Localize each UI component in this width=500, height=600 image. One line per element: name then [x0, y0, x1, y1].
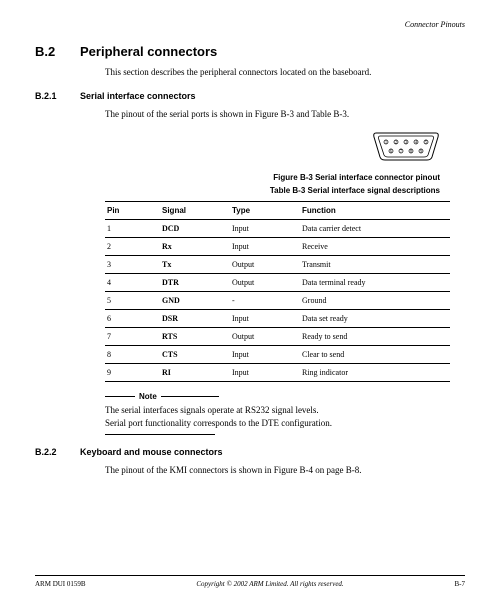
section-title: B.2Peripheral connectors	[35, 44, 465, 59]
subsection-1-intro: The pinout of the serial ports is shown …	[105, 109, 465, 119]
cell-signal: DCD	[160, 220, 230, 238]
cell-signal: GND	[160, 292, 230, 310]
svg-text:5: 5	[425, 140, 427, 145]
svg-text:4: 4	[415, 140, 417, 145]
subsection-1-number: B.2.1	[35, 91, 80, 101]
cell-function: Ground	[300, 292, 450, 310]
cell-signal: DSR	[160, 310, 230, 328]
footer-doc-id: ARM DUI 0159B	[35, 580, 86, 588]
note-rule-right	[161, 396, 219, 397]
footer-page-number: B-7	[454, 580, 465, 588]
section-number: B.2	[35, 44, 80, 59]
subsection-2-number: B.2.2	[35, 447, 80, 457]
svg-text:1: 1	[385, 140, 387, 145]
cell-pin: 4	[105, 274, 160, 292]
note-label: Note	[135, 392, 161, 401]
cell-pin: 3	[105, 256, 160, 274]
signal-table: Pin Signal Type Function 1DCDInputData c…	[105, 201, 450, 382]
db9-connector-icon: 1 2 3 4 5 6 7 8 9	[372, 129, 440, 163]
svg-text:6: 6	[390, 149, 392, 154]
cell-function: Ready to send	[300, 328, 450, 346]
cell-type: Input	[230, 310, 300, 328]
table-row: 3TxOutputTransmit	[105, 256, 450, 274]
note-block: Note The serial interfaces signals opera…	[105, 392, 465, 435]
cell-function: Data set ready	[300, 310, 450, 328]
cell-type: Output	[230, 328, 300, 346]
subsection-1-title: Serial interface connectors	[80, 91, 196, 101]
svg-text:9: 9	[420, 149, 422, 154]
cell-type: Input	[230, 238, 300, 256]
cell-pin: 8	[105, 346, 160, 364]
cell-type: Input	[230, 364, 300, 382]
cell-pin: 1	[105, 220, 160, 238]
cell-pin: 2	[105, 238, 160, 256]
cell-function: Data terminal ready	[300, 274, 450, 292]
col-header-pin: Pin	[105, 202, 160, 220]
table-row: 4DTROutputData terminal ready	[105, 274, 450, 292]
note-text-2: Serial port functionality corresponds to…	[105, 418, 465, 428]
cell-type: -	[230, 292, 300, 310]
section-title-text: Peripheral connectors	[80, 44, 217, 59]
table-row: 6DSRInputData set ready	[105, 310, 450, 328]
col-header-signal: Signal	[160, 202, 230, 220]
cell-function: Clear to send	[300, 346, 450, 364]
table-row: 7RTSOutputReady to send	[105, 328, 450, 346]
svg-text:2: 2	[395, 140, 397, 145]
page-footer: ARM DUI 0159B Copyright © 2002 ARM Limit…	[35, 575, 465, 588]
cell-signal: CTS	[160, 346, 230, 364]
table-row: 9RIInputRing indicator	[105, 364, 450, 382]
table-header-row: Pin Signal Type Function	[105, 202, 450, 220]
cell-signal: Rx	[160, 238, 230, 256]
section-intro: This section describes the peripheral co…	[105, 67, 465, 77]
svg-text:8: 8	[410, 149, 412, 154]
cell-signal: RI	[160, 364, 230, 382]
cell-type: Output	[230, 256, 300, 274]
page-header-section: Connector Pinouts	[35, 20, 465, 29]
cell-type: Output	[230, 274, 300, 292]
cell-type: Input	[230, 346, 300, 364]
col-header-type: Type	[230, 202, 300, 220]
cell-function: Ring indicator	[300, 364, 450, 382]
subsection-2-header: B.2.2 Keyboard and mouse connectors	[35, 447, 465, 457]
figure-caption: Figure B-3 Serial interface connector pi…	[35, 173, 440, 182]
svg-text:3: 3	[405, 140, 407, 145]
subsection-2-title: Keyboard and mouse connectors	[80, 447, 223, 457]
cell-function: Receive	[300, 238, 450, 256]
cell-function: Transmit	[300, 256, 450, 274]
table-row: 8CTSInputClear to send	[105, 346, 450, 364]
svg-text:7: 7	[400, 149, 402, 154]
col-header-function: Function	[300, 202, 450, 220]
table-row: 5GND-Ground	[105, 292, 450, 310]
cell-type: Input	[230, 220, 300, 238]
footer-copyright: Copyright © 2002 ARM Limited. All rights…	[196, 580, 343, 588]
table-row: 2RxInputReceive	[105, 238, 450, 256]
note-text-1: The serial interfaces signals operate at…	[105, 405, 465, 415]
cell-function: Data carrier detect	[300, 220, 450, 238]
subsection-2-intro: The pinout of the KMI connectors is show…	[105, 465, 465, 475]
cell-signal: Tx	[160, 256, 230, 274]
cell-signal: RTS	[160, 328, 230, 346]
cell-pin: 6	[105, 310, 160, 328]
table-row: 1DCDInputData carrier detect	[105, 220, 450, 238]
cell-pin: 9	[105, 364, 160, 382]
cell-pin: 7	[105, 328, 160, 346]
note-rule-left	[105, 396, 135, 397]
table-caption: Table B-3 Serial interface signal descri…	[35, 186, 440, 195]
subsection-1-header: B.2.1 Serial interface connectors	[35, 91, 465, 101]
cell-signal: DTR	[160, 274, 230, 292]
note-rule-bottom	[105, 434, 215, 435]
cell-pin: 5	[105, 292, 160, 310]
